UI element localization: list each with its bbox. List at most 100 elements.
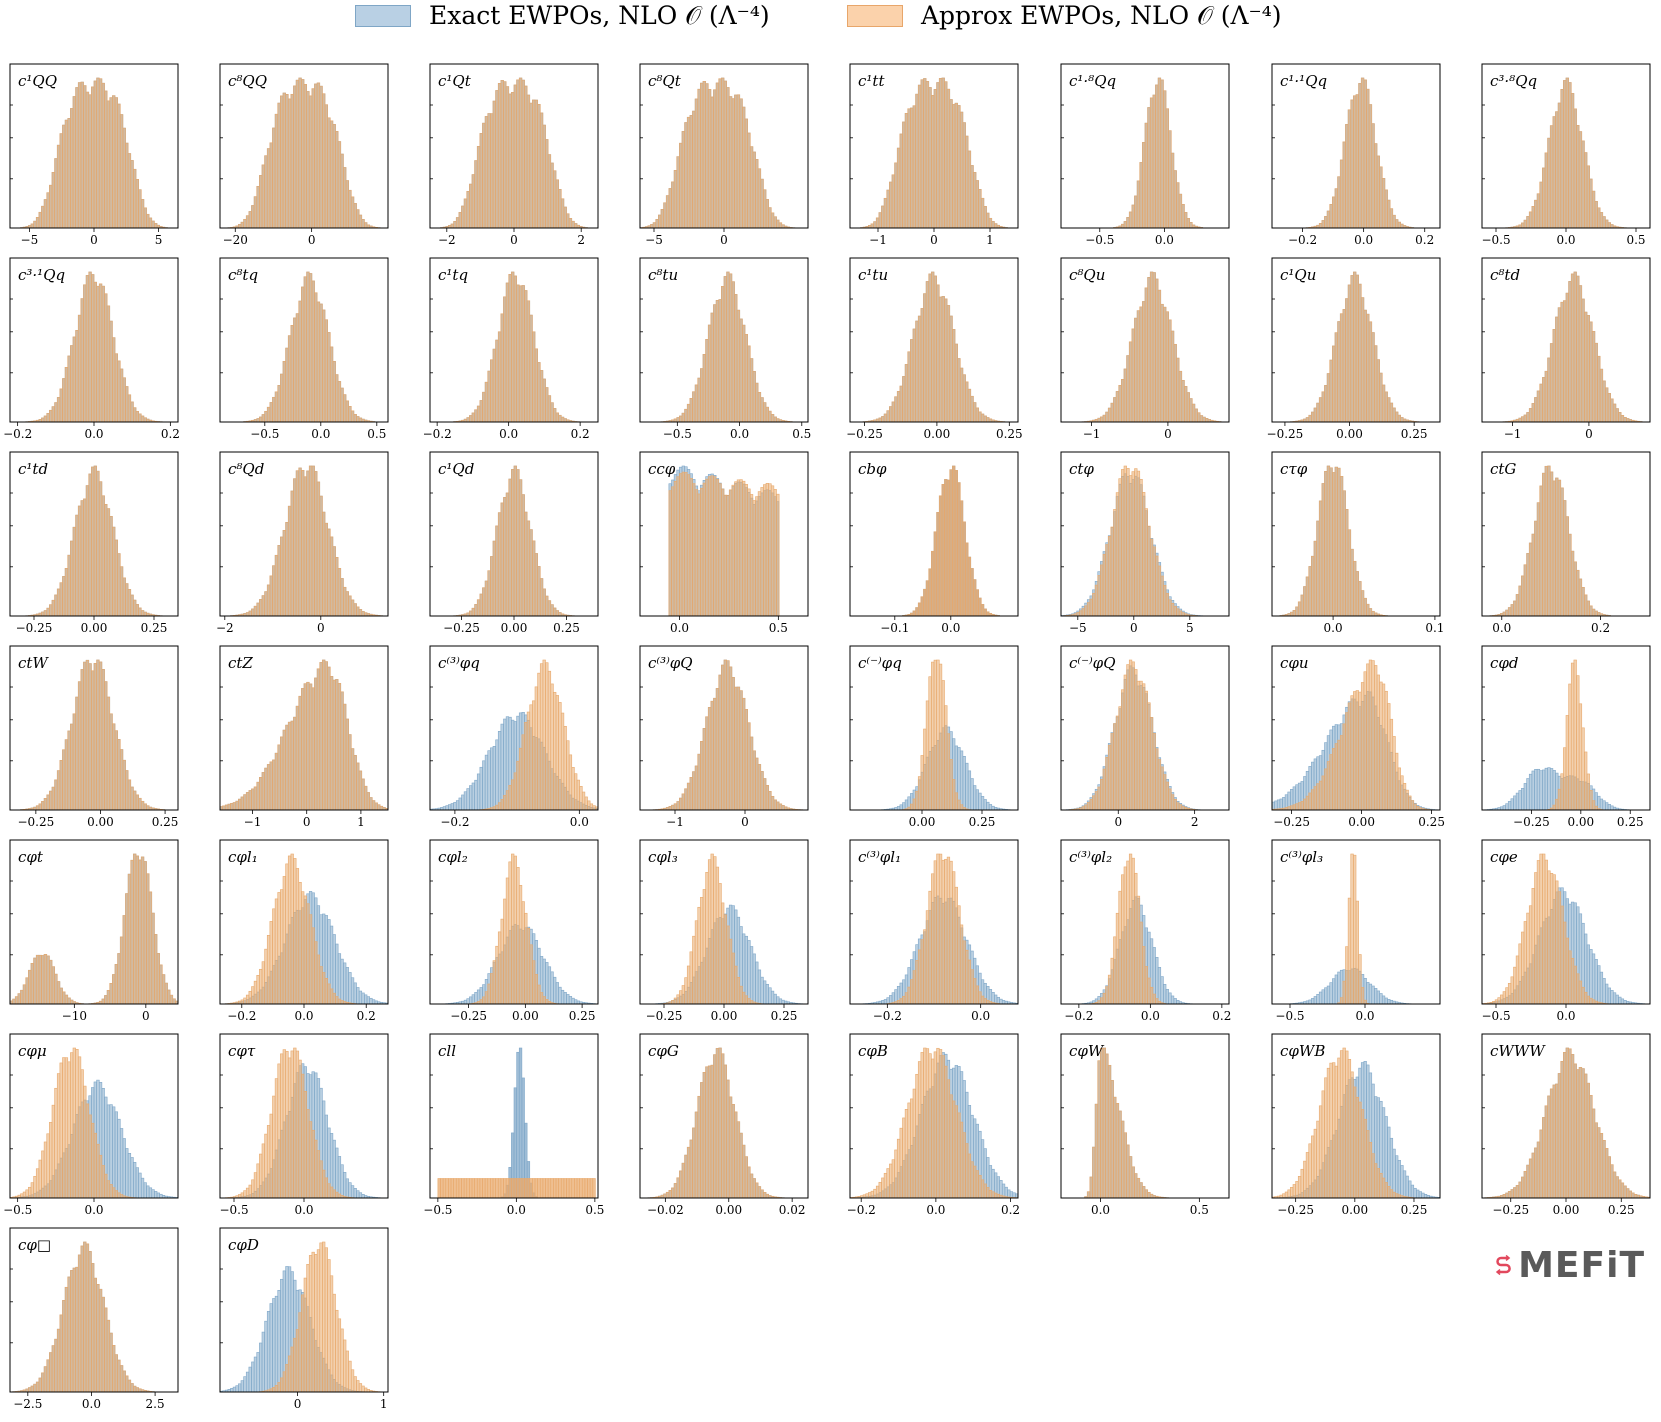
approx-bar (538, 673, 541, 810)
approx-bar (1579, 286, 1582, 422)
approx-bar (273, 909, 276, 1004)
approx-bar (91, 275, 94, 422)
approx-bar (81, 299, 84, 422)
approx-bar (1529, 409, 1532, 422)
approx-bar (1177, 609, 1180, 616)
approx-bar (1353, 855, 1356, 1004)
approx-bar (120, 369, 123, 422)
approx-bar (265, 768, 268, 810)
exact-bar (1503, 806, 1506, 810)
exact-bar (336, 944, 339, 1004)
approx-bar (511, 780, 514, 810)
approx-bar (714, 477, 717, 616)
approx-bar (1587, 601, 1590, 616)
approx-bar (950, 470, 953, 616)
approx-bar (1293, 805, 1296, 810)
approx-bar (690, 398, 693, 422)
approx-bar (1540, 182, 1543, 228)
coefficient-label: c¹Qt (438, 72, 472, 90)
exact-bar (464, 792, 467, 810)
exact-bar (1603, 801, 1606, 810)
approx-bar (706, 717, 709, 810)
approx-bar (1506, 988, 1509, 1004)
exact-bar (774, 994, 777, 1004)
approx-bar (504, 899, 507, 1004)
approx-bar (535, 974, 538, 1004)
approx-bar (49, 791, 52, 810)
approx-bar (774, 217, 777, 228)
approx-bar (173, 999, 176, 1004)
approx-bar (330, 347, 333, 422)
approx-bar (695, 766, 698, 810)
approx-bar (711, 854, 714, 1004)
approx-bar (1353, 561, 1356, 616)
x-tick-label: −1 (244, 815, 262, 829)
approx-bar (769, 484, 772, 616)
exact-bar (1611, 806, 1614, 810)
approx-bar (1521, 576, 1524, 616)
exact-bar (1514, 796, 1517, 810)
approx-bar (737, 95, 740, 228)
exact-bar (480, 767, 483, 810)
approx-bar (1369, 660, 1372, 810)
approx-bar (1095, 585, 1098, 616)
coefficient-label: cτφ (1280, 460, 1308, 478)
approx-bar (315, 472, 318, 617)
approx-bar (1603, 217, 1606, 228)
approx-bar (364, 223, 367, 228)
approx-bar (112, 1188, 115, 1198)
approx-bar (99, 1155, 102, 1198)
approx-bar (758, 392, 761, 422)
approx-bar (1590, 322, 1593, 422)
approx-bar (1129, 212, 1132, 228)
approx-bar (501, 314, 504, 422)
x-tick-label: −0.02 (647, 1203, 684, 1217)
approx-bar (905, 993, 908, 1004)
approx-bar (338, 142, 341, 228)
approx-bar (49, 185, 52, 228)
approx-bar (687, 966, 690, 1004)
approx-bar (879, 213, 882, 228)
approx-bar (144, 862, 147, 1004)
approx-bar (1569, 951, 1572, 1004)
approx-bar (144, 612, 147, 616)
approx-bar (1582, 299, 1585, 422)
approx-bar (1156, 279, 1159, 422)
approx-bar (1085, 606, 1088, 616)
approx-bar (700, 897, 703, 1004)
approx-bar (362, 779, 365, 810)
approx-bar (588, 1179, 591, 1199)
approx-bar (278, 103, 281, 228)
approx-bar (695, 490, 698, 616)
approx-bar (945, 479, 948, 616)
approx-bar (769, 791, 772, 810)
approx-bar (900, 999, 903, 1004)
approx-bar (357, 607, 360, 616)
approx-bar (1401, 418, 1404, 422)
approx-bar (152, 221, 155, 228)
approx-bar (582, 792, 585, 810)
exact-bar (1600, 972, 1603, 1004)
approx-bar (572, 1179, 575, 1199)
approx-bar (330, 121, 333, 228)
approx-bar (1598, 613, 1601, 616)
approx-bar (766, 483, 769, 616)
approx-bar (341, 692, 344, 810)
approx-bar (262, 165, 265, 228)
approx-bar (1574, 966, 1577, 1004)
x-tick-label: −0.25 (646, 1009, 683, 1023)
approx-bar (916, 94, 919, 228)
exact-bar (758, 970, 761, 1004)
approx-bar (78, 1057, 81, 1198)
approx-bar (976, 590, 979, 616)
approx-bar (228, 804, 231, 810)
approx-series (903, 466, 1000, 616)
exact-bar (338, 1156, 341, 1198)
approx-bar (1605, 220, 1608, 228)
approx-bar (519, 480, 522, 616)
approx-bar (1338, 322, 1341, 422)
approx-bar (748, 133, 751, 228)
approx-bar (1129, 476, 1132, 616)
approx-bar (26, 1190, 29, 1198)
